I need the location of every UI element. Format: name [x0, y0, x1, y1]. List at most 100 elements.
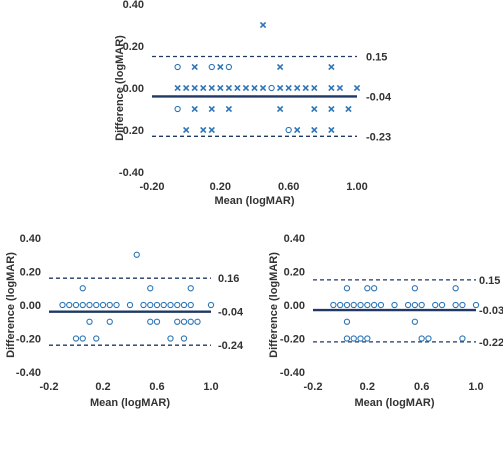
data-point-x [311, 126, 318, 134]
data-point-circle [357, 301, 364, 309]
data-point-x [294, 84, 301, 92]
data-point-circle [268, 84, 275, 92]
data-point-circle [167, 301, 174, 309]
data-point-x [183, 126, 190, 134]
data-point-x [276, 84, 284, 92]
data-point-circle [391, 301, 398, 309]
data-point-circle [147, 285, 154, 292]
data-point-x [345, 105, 352, 113]
x-tick-label: 0.60 [278, 181, 299, 193]
data-point-x [251, 84, 258, 92]
data-point-circle [459, 301, 466, 309]
data-point-x [217, 63, 224, 71]
data-point-x [174, 84, 181, 92]
x-tick-label: 0.2 [360, 381, 375, 393]
data-point-x [259, 84, 267, 92]
x-tick-label: 0.6 [149, 381, 164, 393]
data-point-x [276, 105, 284, 113]
data-point-circle [59, 301, 66, 309]
data-point-circle [126, 301, 134, 309]
data-point-x [353, 84, 361, 92]
data-point-circle [187, 318, 194, 325]
lower-limit-label: -0.23 [366, 131, 391, 143]
y-axis-label: Difference (logMAR) [114, 35, 126, 141]
data-point-circle [411, 318, 419, 325]
data-point-circle [432, 301, 439, 309]
data-point-circle [330, 301, 337, 309]
upper-limit-label: 0.15 [366, 52, 387, 64]
x-tick-label: 1.00 [346, 181, 367, 193]
data-point-circle [337, 301, 344, 309]
data-point-circle [174, 301, 181, 309]
data-point-circle [133, 251, 140, 258]
x-axis-label: Mean (logMAR) [354, 397, 434, 409]
data-point-circle [208, 63, 215, 71]
data-point-x [208, 105, 215, 113]
data-point-circle [350, 335, 357, 342]
data-point-circle [343, 318, 351, 325]
data-point-x [208, 84, 215, 92]
data-point-x [276, 63, 284, 71]
data-point-circle [72, 335, 80, 342]
data-point-x [285, 84, 292, 92]
data-point-x [225, 84, 233, 92]
data-point-circle [364, 335, 371, 342]
y-tick-label: 0.20 [20, 267, 41, 279]
data-point-x [311, 105, 318, 113]
upper-limit-label: 0.16 [218, 273, 239, 285]
data-point-circle [140, 301, 147, 309]
data-point-circle [411, 301, 419, 309]
data-point-x [302, 84, 309, 92]
data-point-circle [174, 318, 181, 325]
y-tick-label: -0.40 [16, 367, 41, 379]
data-point-circle [438, 301, 446, 309]
y-tick-label: 0.40 [123, 0, 144, 11]
x-tick-label: 0.6 [414, 381, 429, 393]
data-point-circle [404, 301, 412, 309]
data-point-circle [364, 301, 371, 309]
data-point-x [328, 63, 335, 71]
data-point-circle [187, 301, 194, 309]
data-point-circle [357, 335, 364, 342]
data-point-x [336, 84, 344, 92]
y-tick-label: -0.20 [119, 125, 144, 137]
data-point-circle [364, 285, 371, 292]
x-tick-label: 1.0 [468, 381, 483, 393]
data-point-x [200, 84, 207, 92]
data-point-x [191, 84, 198, 92]
y-tick-label: -0.20 [280, 334, 305, 346]
data-point-circle [79, 285, 86, 292]
x-tick-label: 0.20 [210, 181, 231, 193]
y-tick-label: 0.00 [20, 300, 41, 312]
data-point-circle [99, 301, 107, 309]
data-point-circle [452, 301, 459, 309]
data-point-circle [370, 285, 378, 292]
data-point-circle [160, 301, 167, 309]
data-point-circle [79, 335, 86, 342]
y-tick-label: -0.40 [119, 167, 144, 179]
data-point-circle [350, 301, 357, 309]
data-point-circle [66, 301, 73, 309]
data-point-circle [377, 301, 385, 309]
lower-limit-label: -0.22 [479, 337, 503, 349]
y-tick-label: 0.40 [20, 233, 41, 245]
data-point-circle [86, 301, 93, 309]
data-point-circle [180, 318, 188, 325]
upper-limit-label: 0.15 [479, 275, 500, 287]
data-point-circle [93, 301, 100, 309]
data-point-circle [106, 301, 113, 309]
data-point-circle [113, 301, 120, 309]
data-point-circle [72, 301, 80, 309]
data-point-x [294, 126, 301, 134]
data-point-circle [174, 105, 181, 113]
x-tick-label: 1.0 [203, 381, 218, 393]
data-point-circle [472, 301, 480, 309]
bland-altman-plot-top: 0.40 0.20 0.00 -0.20 -0.40 -0.20 0.20 0.60 1.00 M… [114, 0, 392, 207]
y-tick-label: 0.20 [123, 41, 144, 53]
data-point-x [328, 84, 335, 92]
data-point-x [328, 126, 335, 134]
y-axis-label: Difference (logMAR) [268, 252, 280, 358]
data-point-circle [153, 318, 161, 325]
data-point-x [311, 84, 318, 92]
